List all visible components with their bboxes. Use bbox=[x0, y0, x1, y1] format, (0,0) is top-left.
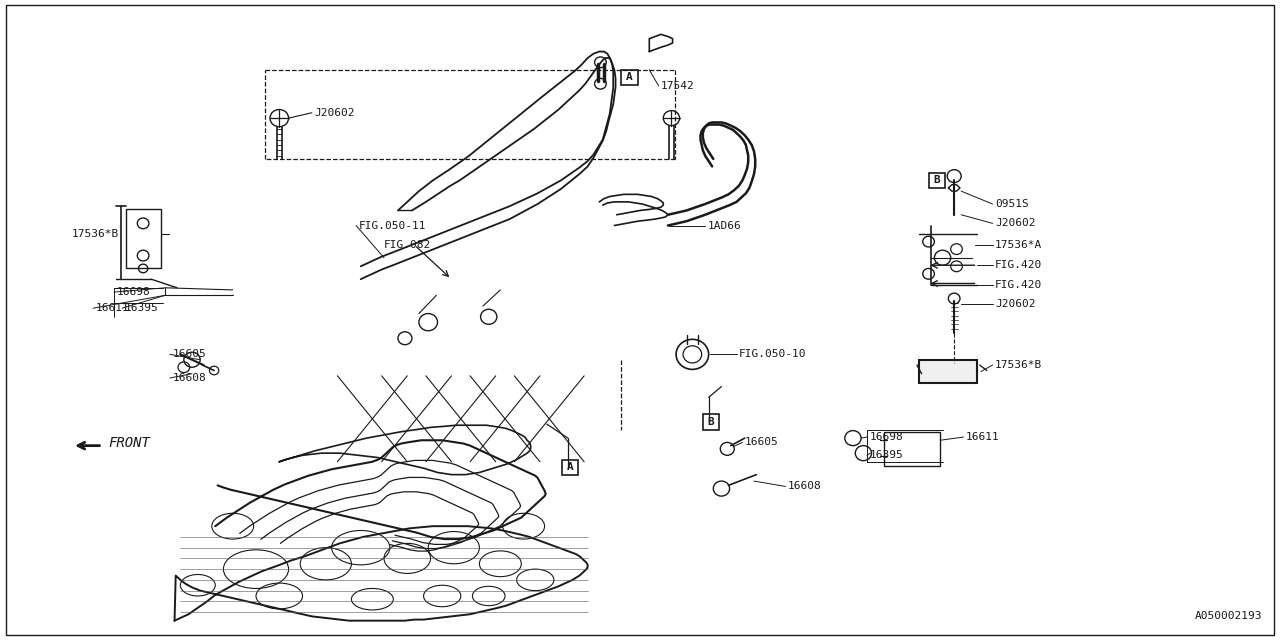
Text: 0951S: 0951S bbox=[995, 199, 1029, 209]
Text: J20602: J20602 bbox=[314, 108, 355, 118]
Text: 16605: 16605 bbox=[173, 349, 206, 360]
Text: FIG.050-10: FIG.050-10 bbox=[739, 349, 806, 360]
Bar bbox=[125, 209, 160, 268]
Text: 16395: 16395 bbox=[869, 451, 902, 460]
Text: 16698: 16698 bbox=[869, 432, 902, 442]
Text: 16608: 16608 bbox=[787, 481, 822, 492]
Text: FIG.420: FIG.420 bbox=[995, 260, 1042, 270]
Text: A050002193: A050002193 bbox=[1196, 611, 1262, 621]
Text: J20602: J20602 bbox=[995, 218, 1036, 228]
Text: B: B bbox=[708, 417, 714, 427]
Text: FIG.082: FIG.082 bbox=[384, 240, 431, 250]
Bar bbox=[884, 431, 941, 466]
Bar bbox=[928, 173, 945, 188]
Bar bbox=[562, 460, 579, 475]
Text: FIG.050-11: FIG.050-11 bbox=[358, 221, 426, 230]
Text: 16395: 16395 bbox=[124, 303, 159, 313]
Text: 17536*A: 17536*A bbox=[995, 240, 1042, 250]
Text: 17542: 17542 bbox=[660, 81, 695, 91]
Text: A: A bbox=[567, 462, 573, 472]
Text: 17536*B: 17536*B bbox=[72, 229, 119, 239]
Bar bbox=[621, 70, 637, 85]
Text: 16698: 16698 bbox=[116, 287, 150, 297]
Bar bbox=[703, 415, 719, 429]
Text: A: A bbox=[626, 72, 632, 83]
Text: FIG.420: FIG.420 bbox=[995, 280, 1042, 289]
Text: FRONT: FRONT bbox=[109, 436, 150, 451]
Text: 16611: 16611 bbox=[966, 432, 1000, 442]
Text: 16608: 16608 bbox=[173, 373, 206, 383]
Text: B: B bbox=[933, 175, 940, 186]
Text: 16605: 16605 bbox=[745, 437, 778, 447]
Text: 16611: 16611 bbox=[96, 303, 129, 313]
Text: J20602: J20602 bbox=[995, 299, 1036, 309]
Text: 1AD66: 1AD66 bbox=[708, 221, 741, 230]
Bar bbox=[919, 360, 978, 383]
Text: 17536*B: 17536*B bbox=[995, 360, 1042, 370]
